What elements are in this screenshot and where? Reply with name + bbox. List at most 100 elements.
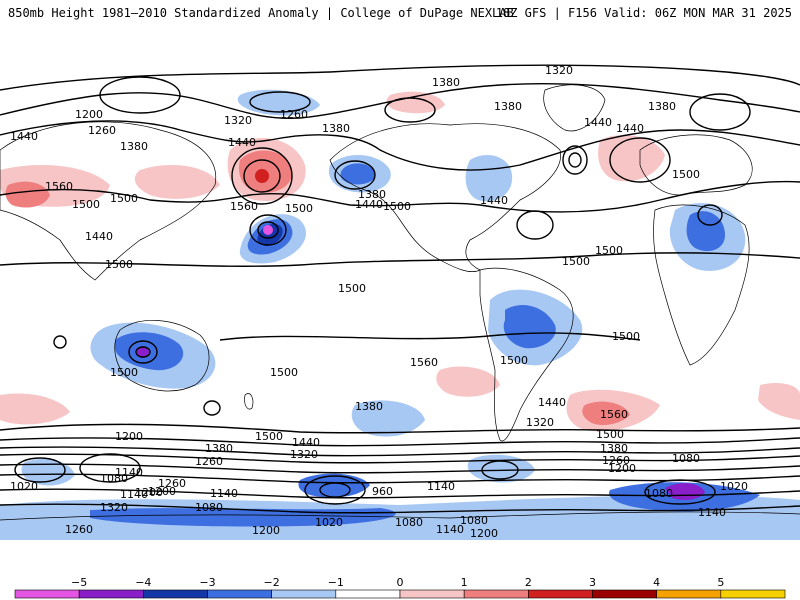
colorbar-segment <box>528 589 593 599</box>
colorbar-segment <box>271 589 337 599</box>
pos-anomaly-greenland <box>386 91 445 114</box>
coast-north-america <box>329 123 561 273</box>
contour-1440-south <box>0 437 800 447</box>
colorbar-segment <box>78 589 144 599</box>
contour-low-australia-inner <box>135 346 151 358</box>
contour-low-pacific <box>249 214 287 246</box>
contour-label: 1260 <box>65 523 93 536</box>
colorbar-tick-label: 3 <box>589 576 596 589</box>
contour-labels: 1320 1380 1380 1380 1440 1440 1200 1260 … <box>10 64 748 540</box>
contour-label: 1380 <box>120 140 148 153</box>
contour-label: 1560 <box>230 200 258 213</box>
contour-1380-north <box>0 82 800 119</box>
pos-anomaly-europe <box>598 135 665 182</box>
contour-label: 1500 <box>672 168 700 181</box>
contour-label: 1200 <box>75 108 103 121</box>
contour-label: 1200 <box>470 527 498 540</box>
contour-low-south-pacific-1 <box>304 475 366 505</box>
contour-low-south-indian-2 <box>79 453 141 483</box>
contour-label: 1500 <box>595 244 623 257</box>
contour-high-europe <box>609 137 671 183</box>
contour-label: 1500 <box>110 192 138 205</box>
contour-low-hudson-inner <box>568 152 582 168</box>
contour-low-hudson <box>562 145 588 175</box>
contour-label: 1560 <box>45 180 73 193</box>
contour-label: 1020 <box>315 516 343 529</box>
contour-low-africa <box>697 204 723 226</box>
contour-label: 1380 <box>322 122 350 135</box>
contour-low-antarctic <box>644 479 716 505</box>
contour-label: 1260 <box>195 455 223 468</box>
contour-label: 1140 <box>210 487 238 500</box>
contour-label: 1380 <box>355 400 383 413</box>
colorbar-tick-label: −2 <box>263 576 280 589</box>
contour-label: 1380 <box>358 188 386 201</box>
contour-label: 1080 <box>395 516 423 529</box>
neg-anomaly-australia-core <box>115 332 184 371</box>
colorbar-tick-label: 0 <box>396 576 404 589</box>
contour-label: 1320 <box>290 448 318 461</box>
contour-label: 1080 <box>645 487 673 500</box>
contour-label: 1440 <box>292 436 320 449</box>
contour-label: 1260 <box>158 477 186 490</box>
colorbar-labels: −5 −4 −3 −2 −1 0 1 2 3 4 5 <box>0 576 800 590</box>
contour-1260-south <box>0 463 800 474</box>
contour-label: 1500 <box>383 200 411 213</box>
map-title: 850mb Height 1981–2010 Standardized Anom… <box>8 6 514 20</box>
contour-label: 1500 <box>612 330 640 343</box>
pos-anomaly-south-pacific <box>436 366 500 397</box>
pos-anomaly-south-atlantic-core <box>582 401 630 426</box>
colorbar-segment <box>335 589 401 599</box>
pos-anomaly-asia-core <box>5 181 50 208</box>
contour-label: 1500 <box>270 366 298 379</box>
contour-low-pacific-inner <box>257 221 279 239</box>
contour-low-north-pacific-inner <box>243 159 281 193</box>
contour-label: 1140 <box>427 480 455 493</box>
contour-label: 1500 <box>285 202 313 215</box>
contour-1560-subtropic <box>219 332 641 341</box>
contour-label: 1500 <box>500 354 528 367</box>
colorbar-tick-label: −4 <box>135 576 152 589</box>
contour-label: 1140 <box>120 488 148 501</box>
contour-1440-north <box>0 120 800 171</box>
contour-1500-tropic <box>0 252 800 267</box>
contour-low-north-pacific <box>231 147 293 205</box>
colorbar-segment <box>720 589 786 599</box>
contour-label: 1440 <box>480 194 508 207</box>
contour-label: 1200 <box>115 430 143 443</box>
model-valid-time: 18Z GFS | F156 Valid: 06Z MON MAR 31 202… <box>495 6 792 20</box>
contour-1380-south <box>0 446 800 457</box>
contour-label: 1500 <box>596 428 624 441</box>
contour-label: 1560 <box>410 356 438 369</box>
contour-label: 1440 <box>584 116 612 129</box>
neg-anomaly-australia-center <box>137 346 149 358</box>
colorbar-tick-label: 4 <box>653 576 661 589</box>
colorbar-segment <box>14 589 80 599</box>
neg-anomaly-na-west-core <box>340 163 376 185</box>
contour-label: 1260 <box>280 108 308 121</box>
pos-anomaly-north-pacific-center <box>255 169 269 183</box>
contour-low-australia <box>128 340 158 364</box>
contour-label: 1560 <box>600 408 628 421</box>
colorbar-tick-label: 5 <box>717 576 725 589</box>
neg-anomaly-north-pacific-center <box>263 225 273 235</box>
contour-label: 1380 <box>205 442 233 455</box>
pos-anomaly-south-indian <box>0 393 70 425</box>
colorbar-tick-label: 2 <box>524 576 532 589</box>
pos-anomaly-far-east <box>758 383 800 420</box>
coast-asia <box>0 121 217 281</box>
contour-high-arctic-4 <box>689 93 751 131</box>
contour-label: 1080 <box>100 472 128 485</box>
colorbar-segment <box>143 589 208 599</box>
colorbar-segment <box>592 589 657 599</box>
contour-label: 1440 <box>228 136 256 149</box>
coast-africa <box>653 204 750 366</box>
contour-low-south-indian-1 <box>14 457 66 483</box>
coast-antarctica <box>0 511 800 521</box>
contour-label: 1380 <box>494 100 522 113</box>
coast-australia <box>114 320 210 392</box>
contour-label: 1500 <box>562 255 590 268</box>
contour-label: 1440 <box>85 230 113 243</box>
contour-1320-south <box>0 453 800 464</box>
contour-low-arctic <box>249 91 311 113</box>
